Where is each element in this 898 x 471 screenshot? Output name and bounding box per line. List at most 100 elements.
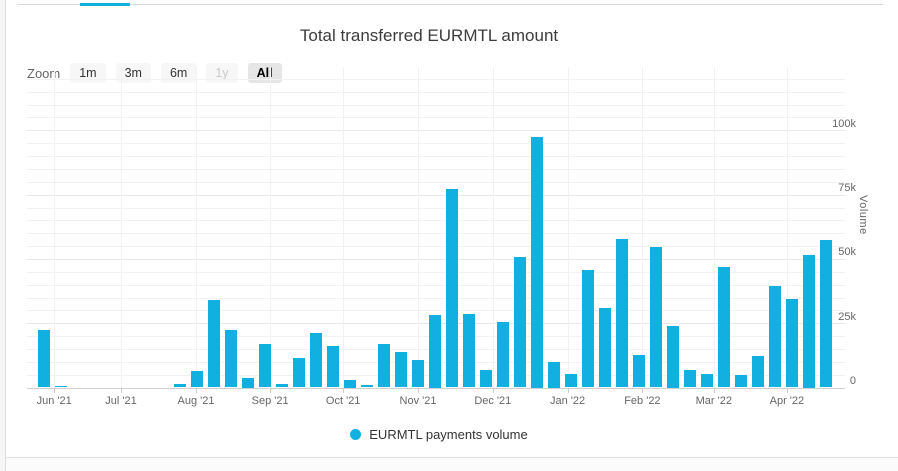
volume-bar[interactable] bbox=[310, 332, 322, 388]
volume-bar[interactable] bbox=[769, 286, 781, 388]
x-axis-tick bbox=[343, 388, 345, 393]
volume-bar[interactable] bbox=[293, 357, 305, 388]
y-axis-label: 25k bbox=[838, 310, 856, 323]
volume-bar[interactable] bbox=[361, 385, 373, 388]
zoom-toolbar: Zoom 1m 3m 6m 1y All bbox=[27, 63, 292, 83]
x-axis-label: Aug '21 bbox=[177, 394, 215, 407]
legend-label: EURMTL payments volume bbox=[369, 427, 528, 442]
zoom-button-1m[interactable]: 1m bbox=[70, 63, 106, 83]
volume-bar[interactable] bbox=[276, 383, 288, 388]
y-gridline bbox=[27, 194, 845, 196]
x-axis-label: Jan '22 bbox=[550, 394, 586, 407]
volume-bar[interactable] bbox=[225, 330, 237, 388]
x-gridline bbox=[418, 67, 419, 388]
volume-bar[interactable] bbox=[378, 344, 390, 388]
volume-bar[interactable] bbox=[514, 257, 526, 388]
active-tab-indicator[interactable] bbox=[80, 3, 130, 6]
x-axis-tick bbox=[642, 388, 644, 393]
volume-bar[interactable] bbox=[463, 313, 475, 388]
x-axis-label: Sep '21 bbox=[251, 394, 289, 407]
x-axis-tick bbox=[418, 388, 419, 393]
volume-bar[interactable] bbox=[327, 345, 339, 388]
volume-bar[interactable] bbox=[565, 373, 577, 388]
y-gridline bbox=[27, 220, 845, 222]
volume-bar[interactable] bbox=[242, 378, 254, 388]
volume-bar[interactable] bbox=[667, 325, 679, 388]
zoom-button-3m[interactable]: 3m bbox=[115, 63, 151, 83]
y-gridline bbox=[27, 207, 845, 209]
legend-item-eurmtl-payments-volume[interactable]: EURMTL payments volume bbox=[0, 427, 878, 442]
y-gridline bbox=[27, 91, 845, 93]
volume-bar[interactable] bbox=[786, 298, 798, 388]
volume-bar[interactable] bbox=[446, 188, 458, 388]
volume-bar[interactable] bbox=[55, 385, 67, 388]
y-axis-label: 0 bbox=[849, 375, 856, 387]
legend-marker-icon bbox=[350, 429, 362, 440]
zoom-button-1y[interactable]: 1y bbox=[206, 63, 238, 83]
volume-bar[interactable] bbox=[395, 352, 407, 388]
x-axis-tick bbox=[270, 388, 272, 393]
x-axis-label: Feb '22 bbox=[624, 394, 661, 407]
volume-bar[interactable] bbox=[531, 137, 543, 388]
volume-bar[interactable] bbox=[548, 362, 560, 388]
y-gridline bbox=[27, 78, 845, 80]
volume-bar[interactable] bbox=[344, 379, 356, 388]
volume-bar[interactable] bbox=[820, 239, 832, 388]
volume-bar[interactable] bbox=[616, 238, 628, 388]
x-gridline bbox=[121, 67, 122, 388]
volume-bar[interactable] bbox=[259, 343, 271, 388]
y-gridline bbox=[27, 181, 845, 183]
volume-bar[interactable] bbox=[701, 373, 713, 388]
volume-bar[interactable] bbox=[38, 329, 50, 388]
y-gridline bbox=[27, 143, 845, 145]
y-gridline bbox=[27, 297, 845, 299]
volume-bar[interactable] bbox=[735, 375, 747, 388]
volume-bar[interactable] bbox=[718, 266, 730, 388]
y-gridline bbox=[27, 156, 845, 157]
volume-bar[interactable] bbox=[803, 254, 815, 388]
x-gridline bbox=[54, 67, 56, 388]
y-gridline bbox=[27, 246, 845, 247]
x-axis-tick bbox=[492, 388, 494, 393]
y-gridline bbox=[27, 104, 845, 106]
x-axis-tick bbox=[196, 388, 197, 393]
x-gridline bbox=[492, 67, 494, 388]
zoom-label: Zoom bbox=[27, 65, 61, 81]
x-axis-label: Nov '21 bbox=[399, 394, 437, 407]
x-axis-label: Mar '22 bbox=[695, 394, 732, 407]
x-axis-tick bbox=[567, 388, 569, 393]
zoom-button-all[interactable]: All bbox=[247, 63, 282, 83]
y-gridline bbox=[27, 117, 845, 119]
y-gridline bbox=[27, 310, 845, 312]
volume-bar[interactable] bbox=[480, 369, 492, 388]
volume-bar[interactable] bbox=[599, 307, 611, 388]
x-axis-tick bbox=[713, 388, 715, 393]
bottom-background bbox=[6, 458, 898, 471]
x-gridline bbox=[567, 67, 569, 388]
left-edge-strip bbox=[0, 0, 6, 471]
volume-bar[interactable] bbox=[633, 354, 645, 388]
x-axis-tick bbox=[786, 388, 788, 393]
y-gridline bbox=[27, 284, 845, 286]
y-axis-label: 100k bbox=[832, 117, 856, 130]
volume-bar[interactable] bbox=[752, 356, 764, 388]
volume-bar[interactable] bbox=[174, 384, 186, 388]
tabs-divider bbox=[17, 4, 883, 5]
volume-bar[interactable] bbox=[582, 270, 594, 388]
y-gridline bbox=[27, 271, 845, 273]
bottom-divider bbox=[6, 457, 898, 458]
volume-bar[interactable] bbox=[412, 360, 424, 388]
y-axis-label: 75k bbox=[838, 182, 856, 195]
volume-bar[interactable] bbox=[497, 321, 509, 388]
volume-bar[interactable] bbox=[650, 246, 662, 388]
x-axis-label: Jun '21 bbox=[36, 394, 72, 407]
x-gridline bbox=[713, 67, 715, 388]
x-axis-label: Apr '22 bbox=[769, 394, 805, 407]
volume-bar[interactable] bbox=[429, 314, 441, 388]
volume-bar[interactable] bbox=[684, 369, 696, 388]
y-axis-label: 50k bbox=[838, 246, 856, 259]
volume-bar[interactable] bbox=[208, 300, 220, 388]
zoom-button-6m[interactable]: 6m bbox=[160, 63, 197, 83]
volume-bar[interactable] bbox=[191, 371, 203, 388]
